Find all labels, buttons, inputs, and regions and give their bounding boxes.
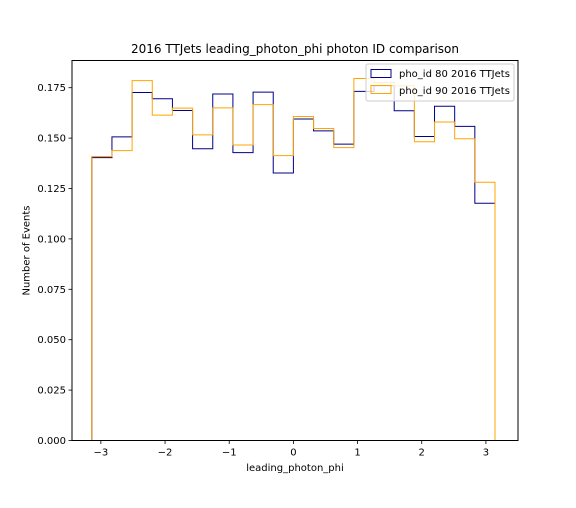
y-tick-label: 0.100 — [37, 234, 66, 245]
legend: pho_id 80 2016 TTJets pho_id 90 2016 TTJ… — [365, 63, 515, 102]
x-tick-label: −1 — [222, 448, 237, 459]
legend-swatch-series-1 — [370, 69, 392, 78]
y-tick-label: 0.125 — [37, 184, 66, 195]
y-tick-label: 0.050 — [37, 335, 66, 346]
y-tick-label: 0.025 — [37, 386, 66, 397]
legend-label-series-2: pho_id 90 2016 TTJets — [399, 86, 510, 97]
x-tick-label: −3 — [94, 448, 109, 459]
series-2-step-line — [91, 77, 496, 441]
x-axis-label: leading_photon_phi — [246, 463, 344, 474]
legend-box — [365, 63, 515, 102]
y-axis-label: Number of Events — [22, 205, 33, 295]
chart-title: 2016 TTJets leading_photon_phi photon ID… — [131, 42, 459, 56]
y-tick-label: 0.150 — [37, 134, 66, 145]
y-tick-label: 0.075 — [37, 285, 66, 296]
x-tick-label: 0 — [290, 448, 296, 459]
y-tick-label: 0.000 — [37, 436, 66, 447]
legend-swatch-series-2 — [370, 85, 392, 94]
x-tick-label: 1 — [354, 448, 360, 459]
plot-frame — [71, 60, 519, 441]
x-tick-label: 2 — [419, 448, 425, 459]
x-tick-label: 3 — [483, 448, 489, 459]
y-tick-label: 0.175 — [37, 83, 66, 94]
x-tick-label: −2 — [158, 448, 173, 459]
legend-label-series-1: pho_id 80 2016 TTJets — [399, 69, 510, 80]
